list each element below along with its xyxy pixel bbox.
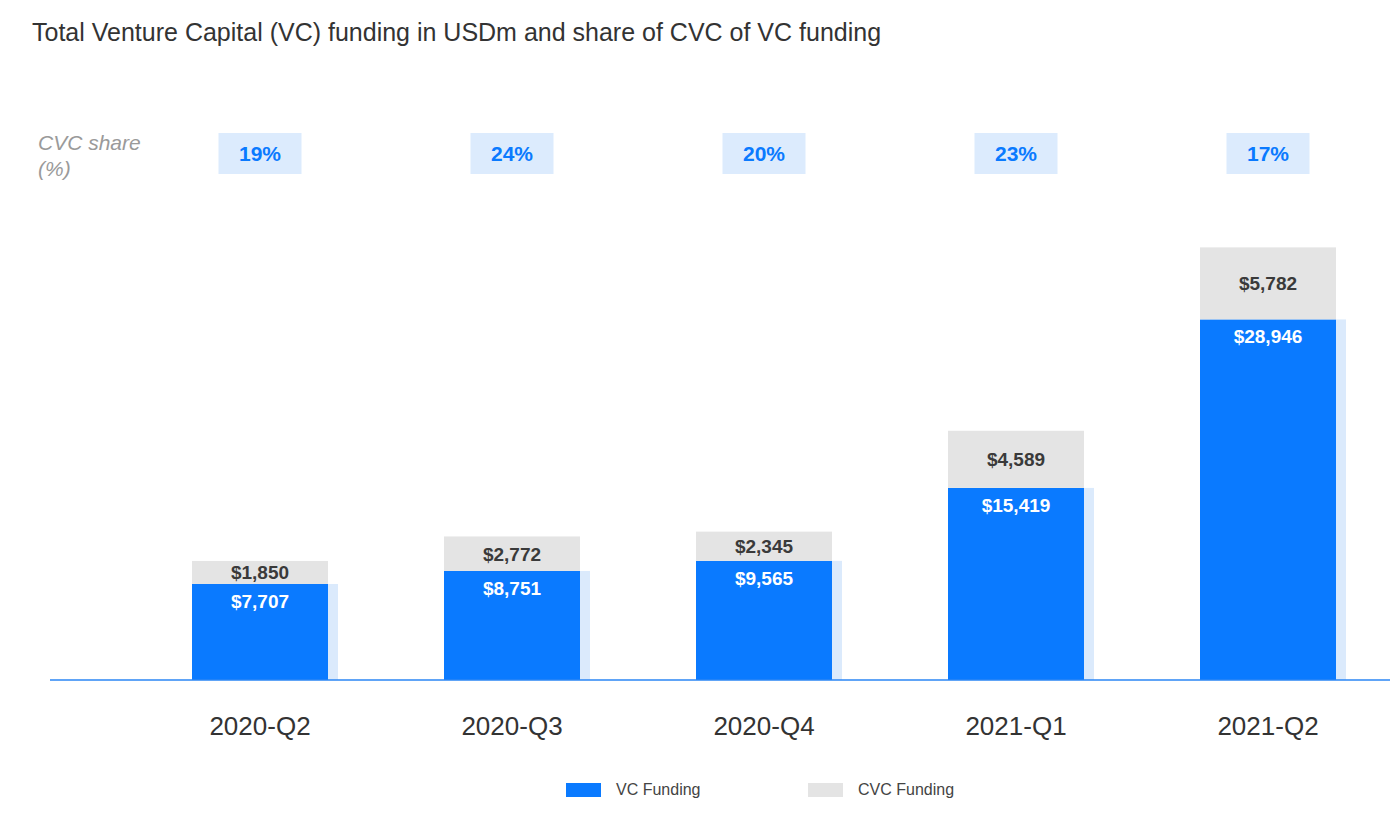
cvc-bar <box>696 532 832 561</box>
share-box <box>219 133 302 174</box>
share-label: 19% <box>239 142 281 165</box>
x-tick-label: 2021-Q2 <box>1217 711 1318 741</box>
legend-swatch <box>808 783 843 797</box>
data-label: $15,419 <box>982 495 1051 516</box>
share-box <box>1227 133 1310 174</box>
share-label: 23% <box>995 142 1037 165</box>
labels: $7,707 $1,850 2020-Q2 19% $8,751 $2,772 2020-Q… <box>209 133 1318 741</box>
chart: Total Venture Capital (VC) funding in US… <box>0 0 1390 826</box>
title: Total Venture Capital (VC) funding in US… <box>32 18 881 46</box>
x-axis <box>50 679 1390 681</box>
x-tick-label: 2020-Q2 <box>209 711 310 741</box>
data-label: $28,946 <box>1234 326 1303 347</box>
bars <box>192 247 1346 680</box>
share-label: 24% <box>491 142 533 165</box>
data-label: $9,565 <box>735 568 794 589</box>
legend-swatch <box>566 783 601 797</box>
share-box <box>723 133 806 174</box>
x-tick-label: 2020-Q3 <box>461 711 562 741</box>
cvc-bar <box>948 431 1084 488</box>
data-label: $2,345 <box>735 536 794 557</box>
data-label: $7,707 <box>231 591 289 612</box>
vc-bar <box>1200 319 1336 680</box>
legend-label: CVC Funding <box>858 781 954 798</box>
cvc-bar <box>444 536 580 571</box>
vc-bar <box>948 488 1084 680</box>
share-label: 17% <box>1247 142 1289 165</box>
data-label: $4,589 <box>987 449 1045 470</box>
share-label: 20% <box>743 142 785 165</box>
vc-bar <box>444 571 580 680</box>
x-tick-label: 2020-Q4 <box>713 711 814 741</box>
data-label: $5,782 <box>1239 273 1297 294</box>
data-label: $8,751 <box>483 578 542 599</box>
data-label: $2,772 <box>483 544 541 565</box>
share-box <box>975 133 1058 174</box>
legend: VC Funding CVC Funding <box>566 781 954 798</box>
vc-bar <box>696 561 832 680</box>
share-box <box>471 133 554 174</box>
cvc-bar <box>192 561 328 584</box>
share-title: CVC share (%) <box>38 130 150 182</box>
x-tick-label: 2021-Q1 <box>965 711 1066 741</box>
legend-label: VC Funding <box>616 781 701 798</box>
vc-bar <box>192 584 328 680</box>
data-label: $1,850 <box>231 562 289 583</box>
cvc-bar <box>1200 247 1336 319</box>
